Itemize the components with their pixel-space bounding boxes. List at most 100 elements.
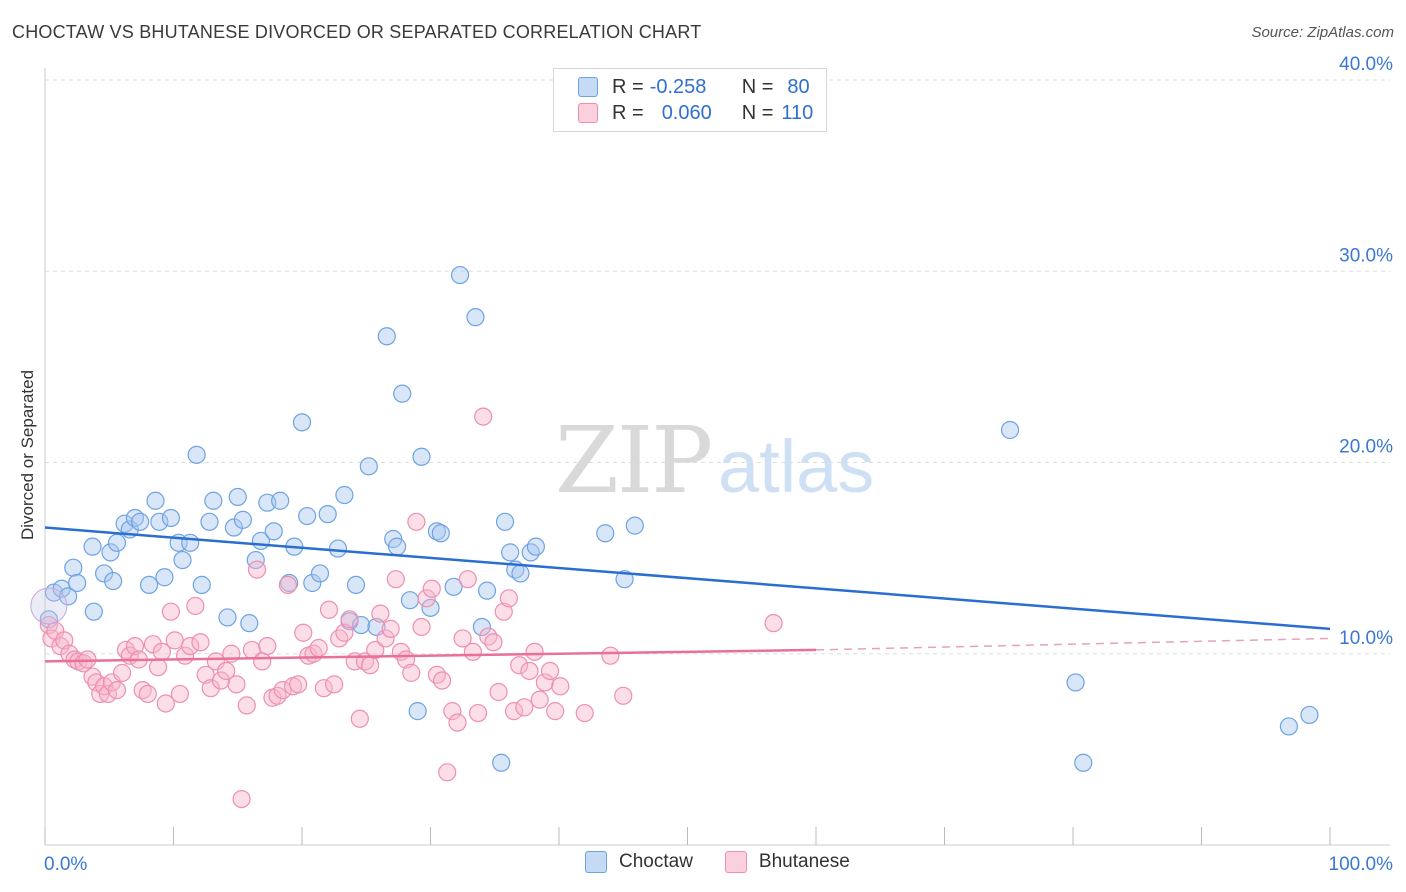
point-choctaw (204, 491, 223, 510)
data-points (30, 265, 1319, 809)
point-choctaw (521, 543, 540, 562)
point-bhutanese (601, 646, 620, 665)
point-bhutanese (366, 640, 385, 660)
point-choctaw (400, 591, 420, 610)
legend-r-value: -0.258 (649, 75, 707, 98)
point-bhutanese (314, 679, 333, 698)
legend-row-choctaw: R = -0.258 N = 80 (578, 74, 810, 100)
point-bhutanese (191, 633, 210, 652)
point-bhutanese (614, 686, 633, 705)
point-choctaw (1074, 753, 1093, 772)
point-bhutanese (412, 617, 431, 637)
point-bhutanese (278, 575, 297, 595)
point-bhutanese (148, 658, 168, 677)
series-name-choctaw: Choctaw (619, 851, 693, 872)
point-choctaw (450, 265, 470, 285)
point-choctaw (318, 505, 337, 524)
point-choctaw (68, 573, 87, 593)
point-bhutanese (309, 638, 328, 658)
point-choctaw (352, 615, 371, 635)
point-choctaw (596, 524, 615, 543)
point-bhutanese (227, 675, 246, 694)
chart-title: CHOCTAW VS BHUTANESE DIVORCED OR SEPARAT… (12, 22, 702, 42)
legend-r-label: R = (612, 75, 644, 98)
legend-n-label: N = (741, 75, 774, 98)
point-bhutanese (181, 636, 200, 656)
point-bhutanese (499, 589, 518, 608)
point-choctaw (218, 608, 237, 627)
point-cluster (30, 587, 68, 625)
point-bhutanese (186, 596, 205, 616)
trend-line-bhutanese-extension (815, 637, 1331, 651)
point-choctaw (346, 575, 366, 595)
point-bhutanese (530, 690, 549, 709)
point-choctaw (161, 508, 181, 528)
point-choctaw (421, 598, 440, 617)
point-bhutanese (253, 652, 272, 671)
point-choctaw (387, 537, 407, 556)
point-bhutanese (551, 677, 570, 696)
point-bhutanese (494, 602, 513, 621)
point-bhutanese (474, 407, 493, 426)
point-bhutanese (371, 604, 390, 623)
point-choctaw (130, 512, 150, 531)
series-legend-choctaw: Choctaw (585, 851, 693, 873)
stats-legend: R = -0.258 N = 80 R = 0.060 N = 110 (553, 68, 827, 132)
grid-lines (45, 79, 1390, 655)
point-bhutanese (361, 656, 380, 675)
point-choctaw (155, 568, 174, 587)
trend-line-choctaw (44, 526, 1331, 631)
point-bhutanese (294, 623, 313, 642)
point-choctaw (1000, 420, 1020, 440)
watermark-zip: ZIP (555, 407, 711, 514)
point-choctaw (64, 558, 83, 577)
point-choctaw (495, 512, 515, 531)
point-bhutanese (289, 675, 308, 694)
series-legend-bhutanese: Bhutanese (724, 851, 850, 873)
point-choctaw (477, 581, 497, 600)
legend-n-value: 110 (781, 101, 814, 124)
point-bhutanese (325, 675, 344, 694)
point-bhutanese (535, 673, 554, 692)
point-choctaw (240, 614, 259, 633)
legend-r-value: 0.060 (661, 101, 712, 124)
point-bhutanese (764, 614, 783, 633)
trend-line-bhutanese (44, 648, 817, 663)
point-bhutanese (407, 512, 426, 531)
point-bhutanese (107, 680, 127, 700)
point-choctaw (192, 575, 211, 595)
point-bhutanese (381, 619, 400, 638)
point-bhutanese (525, 642, 544, 661)
point-choctaw (328, 539, 348, 558)
point-choctaw (1300, 705, 1319, 725)
point-choctaw (393, 384, 412, 403)
point-choctaw (84, 602, 103, 621)
point-choctaw (501, 543, 520, 562)
point-bhutanese (170, 684, 190, 704)
point-choctaw (1066, 673, 1085, 692)
point-bhutanese (376, 629, 395, 648)
point-choctaw (292, 413, 312, 432)
point-choctaw (115, 514, 134, 533)
point-bhutanese (112, 663, 132, 682)
point-bhutanese (217, 661, 236, 681)
legend-r-label: R = (612, 101, 644, 124)
point-bhutanese (55, 631, 74, 650)
series-name-bhutanese: Bhutanese (758, 851, 850, 872)
point-choctaw (615, 570, 634, 589)
y-tick-label: 40.0% (1339, 54, 1393, 75)
point-bhutanese (98, 684, 118, 704)
series-legend: Choctaw Bhutanese (585, 851, 882, 873)
point-bhutanese (247, 560, 267, 579)
point-choctaw (228, 487, 247, 507)
point-choctaw (511, 564, 530, 583)
point-bhutanese (319, 600, 339, 619)
point-bhutanese (443, 702, 462, 721)
point-choctaw (246, 550, 265, 570)
point-choctaw (200, 512, 219, 531)
point-choctaw (139, 575, 159, 595)
point-bhutanese (402, 663, 421, 682)
point-choctaw (233, 510, 252, 529)
point-bhutanese (546, 702, 565, 721)
point-choctaw (264, 522, 283, 541)
